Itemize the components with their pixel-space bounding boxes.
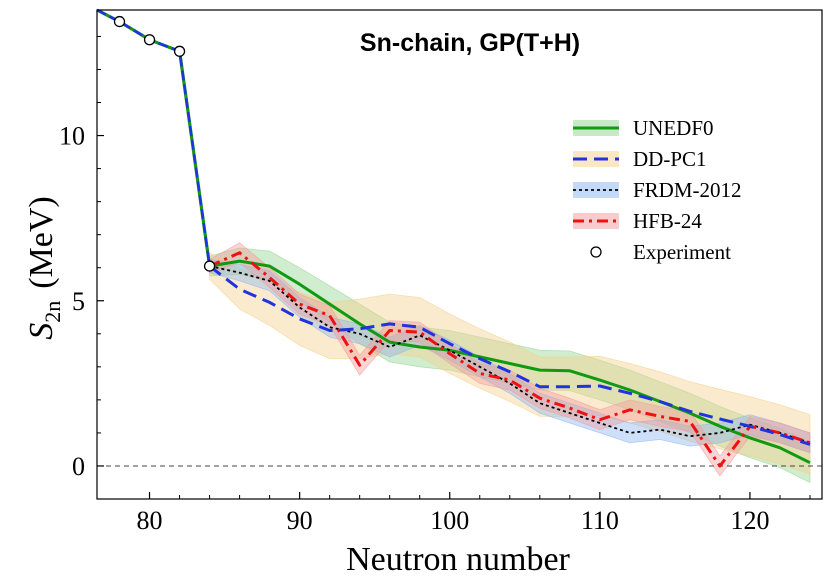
- x-tick-label: 80: [137, 506, 163, 535]
- legend-label-dd-pc1: DD-PC1: [633, 147, 707, 171]
- y-axis-label-subscript: 2n: [40, 301, 65, 323]
- x-tick-label: 100: [430, 506, 469, 535]
- legend-label-hfb-24: HFB-24: [633, 209, 702, 233]
- y-tick-label: 5: [72, 287, 85, 316]
- line-dd-pc1: [208, 264, 811, 446]
- plot-frame: [96, 9, 823, 500]
- x-axis-ticks: 80 90 100 110 120: [137, 492, 811, 535]
- y-axis-label-symbol: S: [23, 323, 60, 340]
- series-lines: [96, 8, 811, 468]
- chart-title: Sn-chain, GP(T+H): [360, 29, 580, 57]
- line-hfb-24: [208, 251, 811, 468]
- band-unedf0: [209, 247, 811, 484]
- svg-text:S2n(MeV): S2n (MeV): [23, 196, 65, 340]
- legend-label-experiment: Experiment: [633, 240, 731, 264]
- y-axis-label: S2n (MeV): [23, 196, 65, 340]
- legend-swatch-frdm-2012: [573, 182, 619, 198]
- legend-label-frdm-2012: FRDM-2012: [633, 178, 742, 202]
- x-tick-label: 90: [287, 506, 313, 535]
- y-tick-label: 10: [59, 122, 85, 151]
- line-shared-green: [96, 8, 212, 267]
- legend-swatch-hfb-24: [573, 213, 619, 229]
- experiment-point: [143, 34, 156, 46]
- legend-marker-experiment: [590, 246, 602, 258]
- experiment-markers: [113, 15, 216, 272]
- y-tick-label: 0: [72, 452, 85, 481]
- y-axis-ticks: 0 5 10: [59, 35, 104, 481]
- line-unedf0: [209, 259, 811, 465]
- legend: UNEDF0 DD-PC1 FRDM-2012 HFB-24 Experiment: [573, 116, 742, 264]
- legend-label-unedf0: UNEDF0: [633, 116, 714, 140]
- x-axis-label: Neutron number: [346, 541, 570, 577]
- y-axis-label-unit: (MeV): [23, 196, 60, 289]
- experiment-point: [173, 45, 186, 57]
- x-tick-label: 110: [581, 506, 619, 535]
- line-frdm-2012: [209, 265, 811, 444]
- experiment-point: [203, 260, 216, 272]
- x-tick-label: 120: [730, 506, 769, 535]
- experiment-point: [113, 15, 126, 28]
